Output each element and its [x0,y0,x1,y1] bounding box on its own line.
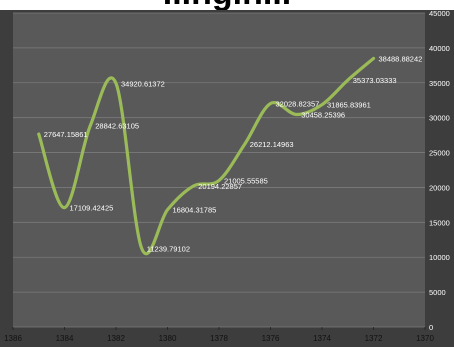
x-tick-label-1382: 1382 [107,334,125,343]
x-tick-label-1370: 1370 [416,334,434,343]
y-tick-label-10000: 10000 [429,253,450,262]
x-tick-label-1374: 1374 [313,334,331,343]
x-axis-ticks: 1386 1384 1382 1380 1378 1376 1374 1372 1370 [4,327,434,343]
series-line [37,56,376,256]
y-tick-label-40000: 40000 [429,44,450,53]
x-tick-label-1372: 1372 [365,334,383,343]
x-tick-label-1380: 1380 [159,334,177,343]
data-label-7: 21005.55585 [224,176,268,185]
data-labels: 27647.15861 17109.42425 28842.63105 34920.6… [38,54,423,254]
data-label-11: 31865.83961 [327,101,371,110]
data-label-6: 20194.22857 [198,182,242,191]
data-label-5: 16804.31785 [173,206,217,215]
x-tick-label-1376: 1376 [262,334,280,343]
y-axis-ticks: 0 5000 10000 15000 20000 25000 30000 35000 40000… [429,10,450,332]
y-tick-label-5000: 5000 [429,288,446,297]
data-label-1: 17109.42425 [70,204,114,213]
x-tick-label-1384: 1384 [56,334,74,343]
chart-title-fragment: ...ngin... [0,0,454,10]
data-label-2: 28842.63105 [95,122,139,131]
y-tick-label-35000: 35000 [429,79,450,88]
y-tick-label-0: 0 [429,323,433,332]
data-label-3: 34920.61372 [121,79,165,88]
y-tick-label-30000: 30000 [429,114,450,123]
y-tick-label-25000: 25000 [429,149,450,158]
data-label-9: 32028.82357 [276,100,320,109]
y-tick-label-20000: 20000 [429,183,450,192]
chart-title-text: ...ngin... [163,0,291,10]
data-label-10: 30458.25396 [301,110,345,119]
gridlines [13,12,425,328]
data-label-8: 26212.14963 [250,140,294,149]
x-tick-label-1378: 1378 [210,334,228,343]
data-label-4: 11239.79102 [147,245,190,254]
data-label-13: 38488.88242 [379,54,423,63]
y-tick-label-45000: 45000 [429,10,450,18]
data-label-0: 27647.15861 [44,130,88,139]
line-chart: 0 5000 10000 15000 20000 25000 30000 35000 40000… [0,10,454,347]
x-tick-label-1386: 1386 [4,334,22,343]
y-tick-label-15000: 15000 [429,218,450,227]
data-label-12: 35373.03333 [353,76,397,85]
plot-area [13,13,425,327]
